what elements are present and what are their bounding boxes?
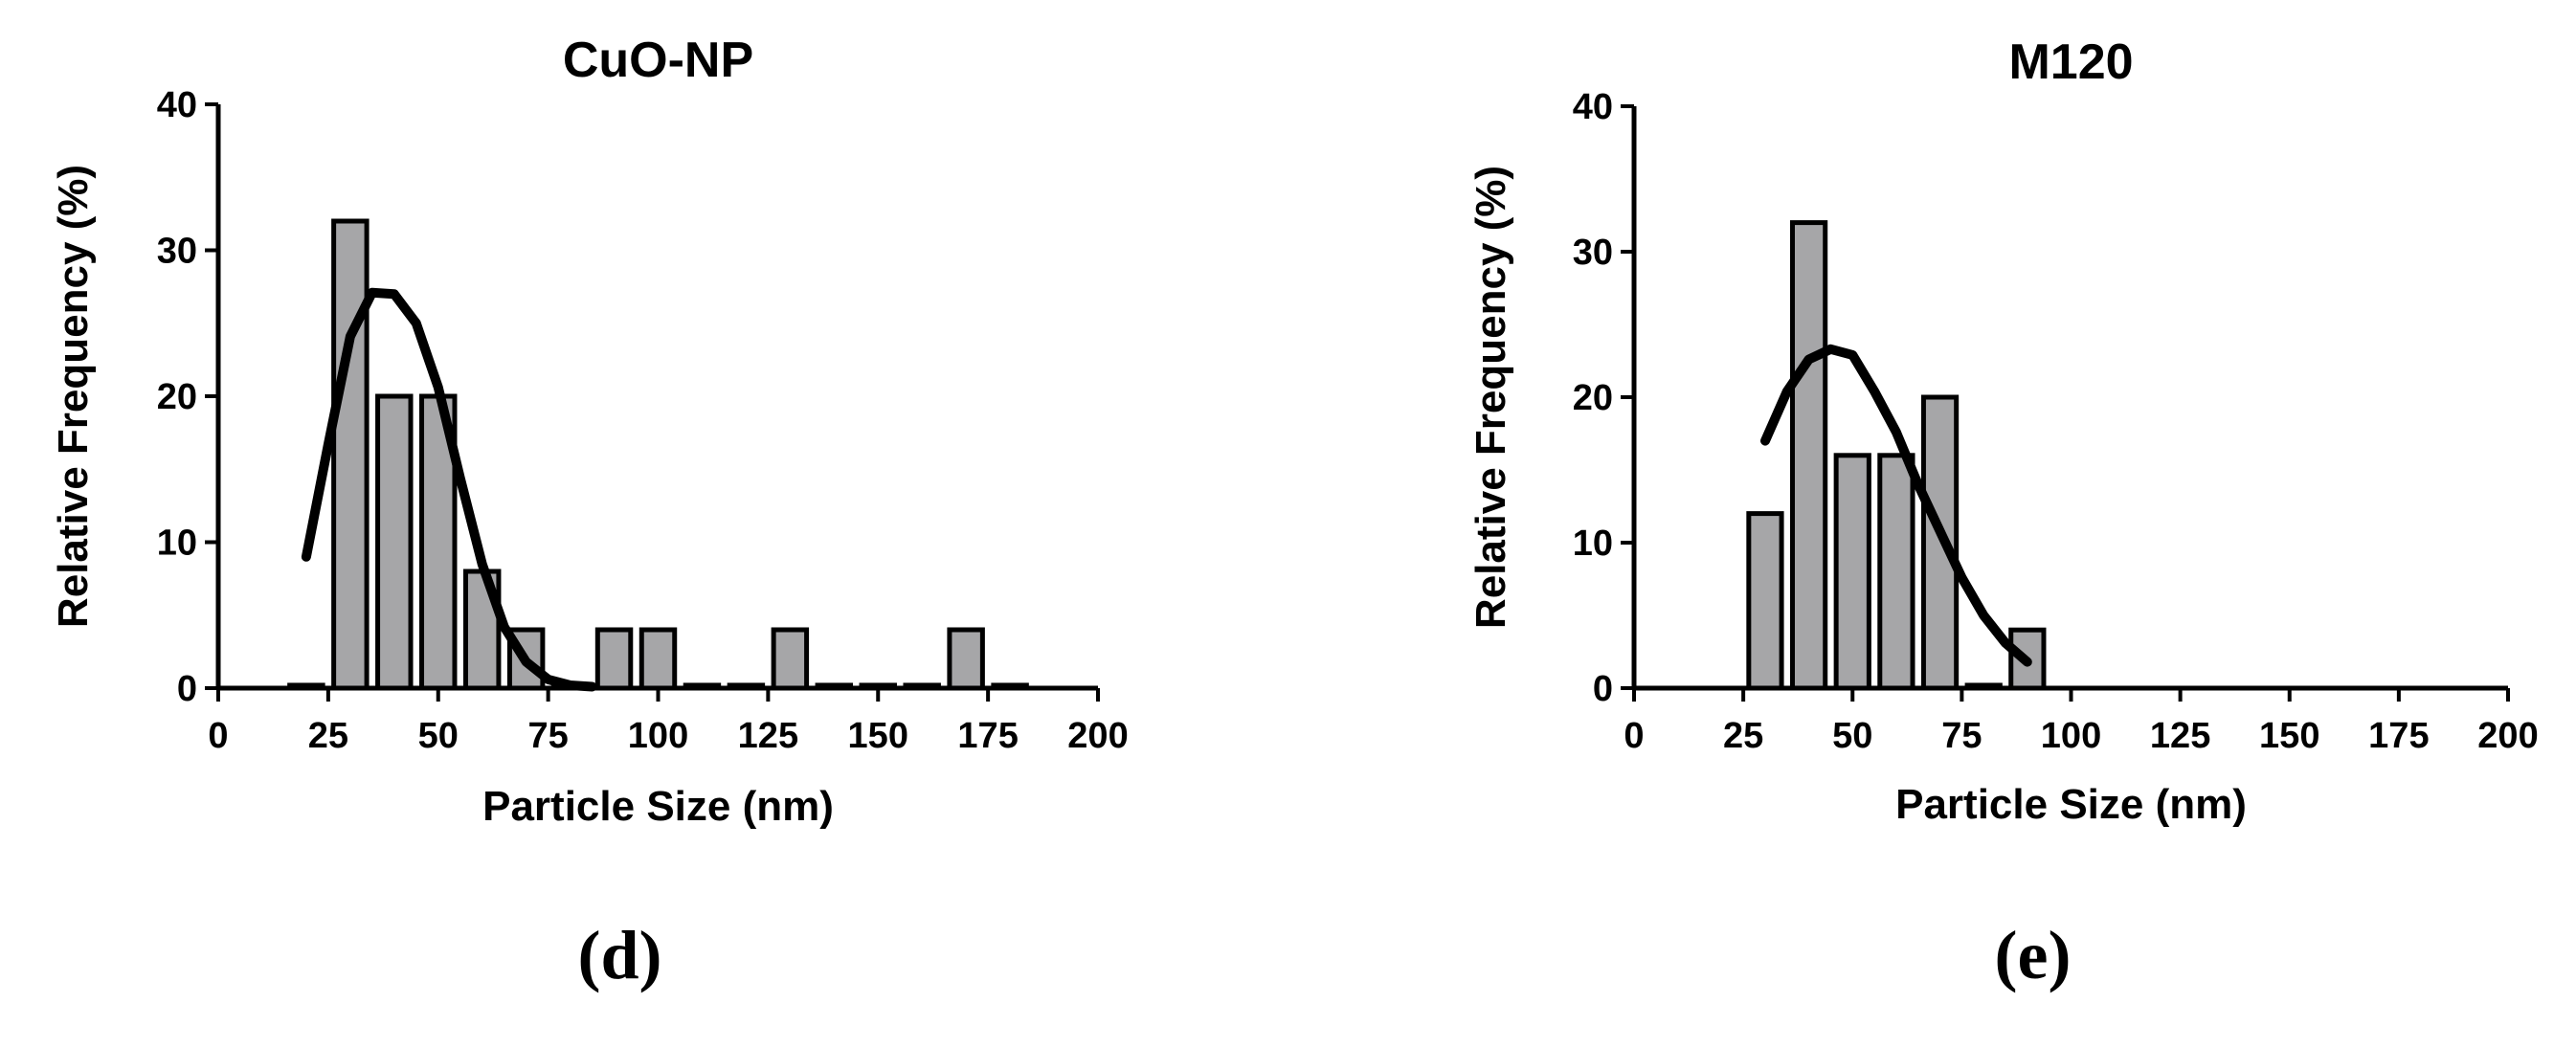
histogram-bar (771, 627, 810, 691)
histogram-bar (947, 627, 985, 691)
x-tick-label: 175 (957, 716, 1018, 756)
x-tick-label: 125 (2150, 716, 2210, 756)
y-tick-label: 30 (157, 232, 197, 272)
histogram-bar (1746, 511, 1784, 691)
histogram-bar (1920, 394, 1960, 691)
y-tick-label: 20 (157, 377, 197, 417)
y-axis-label: Relative Frequency (%) (50, 165, 97, 628)
x-axis-label: Particle Size (nm) (482, 783, 834, 830)
x-tick-label: 100 (2041, 716, 2101, 756)
chart-panel-d: CuO-NP 0 25 50 75 100 125 150 175 200 0 10 20 30 40 Par… (50, 33, 1129, 993)
histogram-bar (638, 627, 678, 691)
x-tick-label: 25 (308, 716, 348, 756)
histogram-bar (331, 218, 370, 691)
x-tick-label: 200 (1067, 716, 1128, 756)
y-tick-label: 0 (1593, 669, 1613, 709)
x-tick-label: 150 (2259, 716, 2319, 756)
x-tick-label: 0 (208, 716, 228, 756)
panel-label: (d) (578, 917, 662, 993)
histogram-bar (1833, 453, 1871, 691)
x-tick-label: 100 (628, 716, 688, 756)
y-tick-label: 10 (157, 524, 197, 564)
y-tick-label: 20 (1573, 378, 1613, 418)
y-tick-label: 10 (1573, 524, 1613, 564)
y-axis-label: Relative Frequency (%) (1467, 166, 1514, 629)
histogram-bar (375, 393, 414, 691)
histogram-bar (594, 627, 634, 691)
y-tick-label: 40 (1573, 87, 1613, 127)
chart-panel-e: M120 0 25 50 75 100 125 150 175 200 0 10 20 30 40 Parti… (1467, 34, 2539, 993)
x-tick-label: 125 (738, 716, 798, 756)
x-tick-label: 75 (527, 716, 568, 756)
panel-label: (e) (1995, 917, 2072, 993)
x-tick-label: 25 (1723, 716, 1763, 756)
x-tick-label: 0 (1624, 716, 1644, 756)
x-tick-label: 175 (2368, 716, 2429, 756)
gaussian-fit-curve (301, 287, 597, 692)
x-tick-label: 150 (848, 716, 908, 756)
y-tick-label: 0 (177, 669, 197, 709)
x-tick-label: 200 (2477, 716, 2538, 756)
histogram-bar (1789, 220, 1828, 691)
x-tick-label: 75 (1941, 716, 1982, 756)
chart-title: M120 (2008, 34, 2133, 90)
gaussian-fit-curve (1760, 344, 2032, 667)
x-tick-label: 50 (1832, 716, 1872, 756)
y-tick-label: 30 (1573, 233, 1613, 273)
x-axis-label: Particle Size (nm) (1895, 781, 2247, 828)
x-tick-label: 50 (418, 716, 459, 756)
histogram-bar (1877, 453, 1915, 691)
y-tick-label: 40 (157, 85, 197, 125)
chart-title: CuO-NP (563, 33, 753, 88)
